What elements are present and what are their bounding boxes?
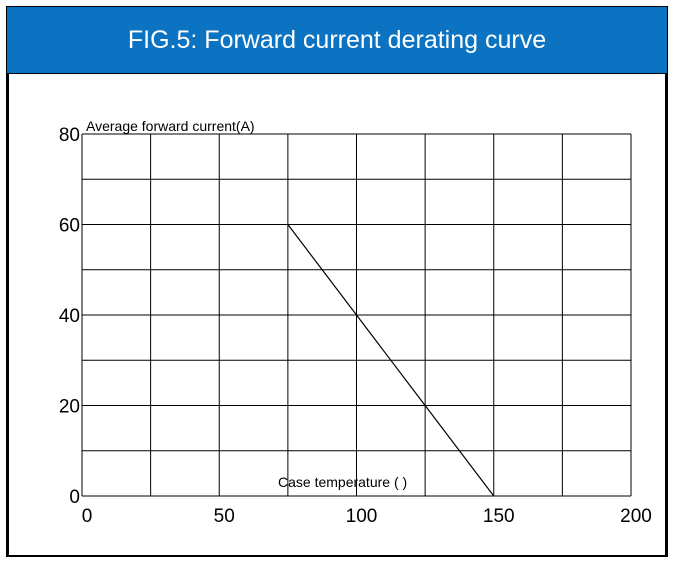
x-tick-label: 50	[214, 506, 235, 527]
x-axis-label: Case temperature ( )	[278, 474, 407, 490]
figure-frame	[6, 6, 668, 557]
y-tick-label: 60	[59, 216, 80, 237]
figure-header: FIG.5: Forward current derating curve	[6, 6, 668, 74]
y-tick-label: 20	[59, 397, 80, 418]
y-tick-label: 80	[59, 125, 80, 146]
x-tick-labels: 0 50 100 150 200	[82, 506, 652, 527]
y-tick-label: 0	[69, 487, 80, 508]
x-tick-label: 200	[620, 506, 652, 527]
x-tick-label: 150	[483, 506, 515, 527]
figure-title: FIG.5: Forward current derating curve	[127, 25, 547, 54]
y-tick-labels: 0 20 40 60 80	[59, 125, 80, 508]
x-tick-label: 0	[82, 506, 93, 527]
derating-curve-line	[287, 224, 495, 497]
y-axis-label: Average forward current(A)	[86, 118, 255, 134]
x-tick-label: 100	[346, 506, 378, 527]
chart-series	[287, 224, 495, 497]
y-tick-label: 40	[59, 306, 80, 327]
